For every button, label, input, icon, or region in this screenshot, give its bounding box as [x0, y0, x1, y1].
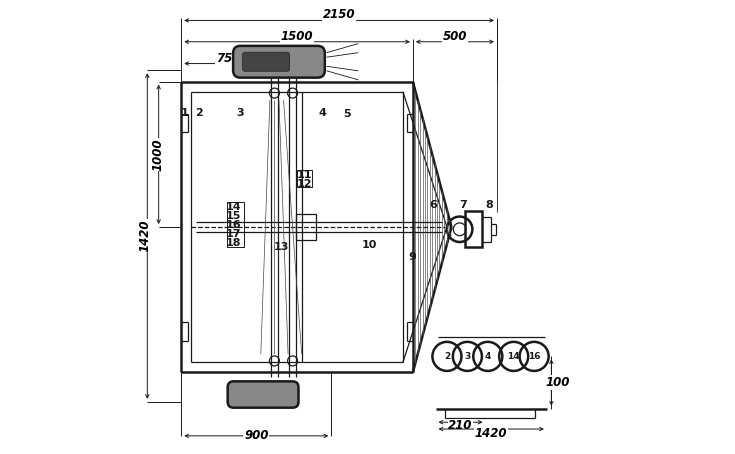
Text: 1000: 1000	[151, 138, 164, 171]
Bar	[227, 202, 243, 247]
Text: 500: 500	[442, 30, 467, 43]
Text: 1420: 1420	[138, 220, 151, 252]
Text: 11: 11	[296, 170, 312, 180]
Text: 1500: 1500	[281, 30, 313, 43]
Text: 3: 3	[237, 109, 244, 118]
Text: 2: 2	[195, 109, 202, 118]
Text: 10: 10	[362, 240, 378, 250]
Bar	[297, 170, 312, 187]
FancyBboxPatch shape	[233, 46, 325, 78]
Text: 4: 4	[484, 352, 491, 361]
Text: 18: 18	[226, 238, 241, 248]
Text: 1: 1	[181, 109, 189, 118]
Text: 1420: 1420	[475, 427, 507, 439]
Text: 12: 12	[296, 179, 312, 189]
Text: 750: 750	[215, 52, 240, 64]
Text: 6: 6	[429, 200, 437, 210]
Text: 15: 15	[226, 211, 241, 221]
Text: 4: 4	[318, 109, 326, 118]
Text: 16: 16	[528, 352, 540, 361]
Text: 900: 900	[244, 429, 268, 442]
Text: 17: 17	[226, 229, 241, 239]
Text: 16: 16	[226, 220, 241, 230]
Text: 210: 210	[448, 419, 473, 432]
Text: 3: 3	[465, 352, 470, 361]
Text: 13: 13	[273, 242, 289, 252]
Bar	[296, 214, 316, 240]
Text: 14: 14	[226, 202, 241, 212]
Text: 8: 8	[485, 200, 493, 210]
Text: 100: 100	[546, 376, 570, 389]
Text: 9: 9	[408, 252, 416, 262]
Text: 5: 5	[343, 109, 351, 119]
Text: 2: 2	[444, 352, 450, 361]
Text: 14: 14	[507, 352, 520, 361]
FancyBboxPatch shape	[243, 52, 290, 71]
FancyBboxPatch shape	[228, 381, 298, 408]
Text: 2150: 2150	[323, 9, 356, 21]
Bar	[465, 211, 482, 247]
Text: 7: 7	[459, 200, 467, 210]
